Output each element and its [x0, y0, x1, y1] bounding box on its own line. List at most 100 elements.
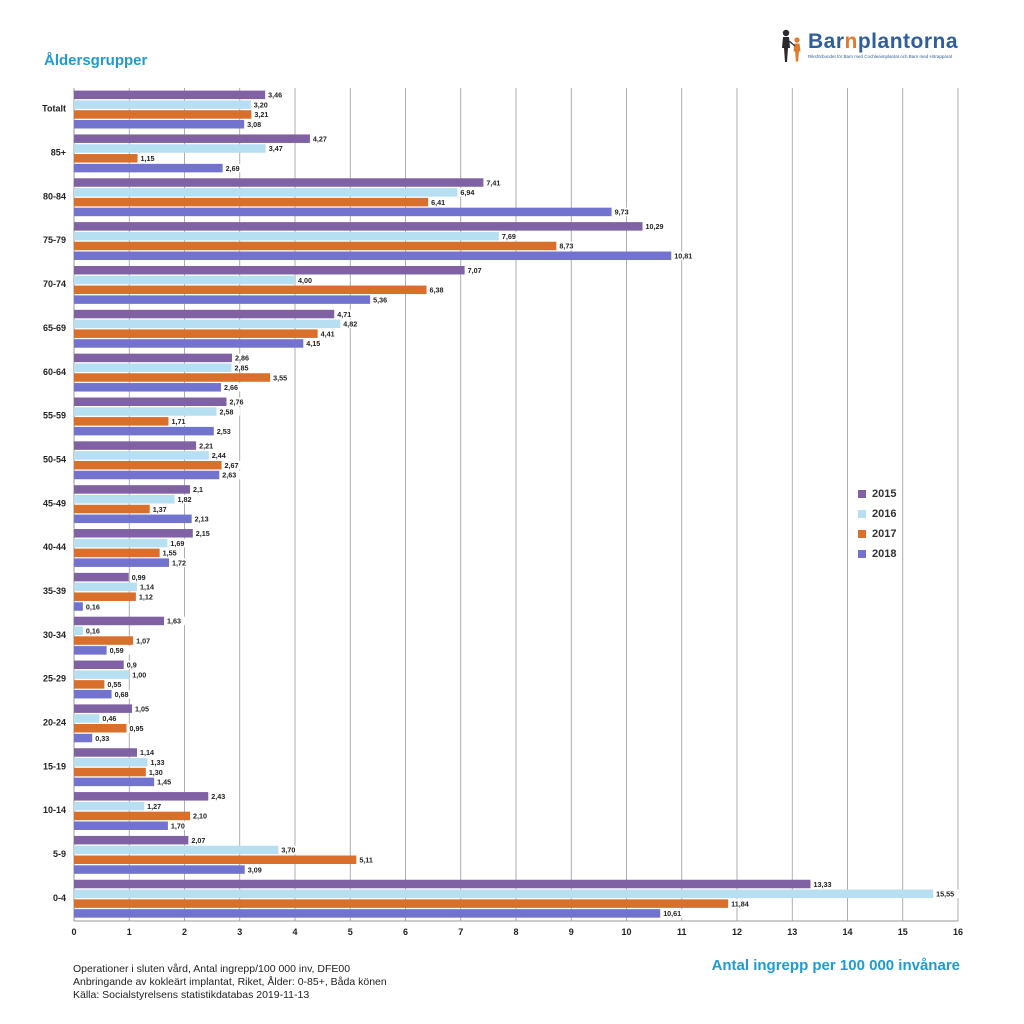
category-label: 35-39 — [43, 586, 66, 596]
data-label-bg — [193, 529, 217, 538]
data-label-bg — [934, 889, 962, 899]
category-label: 60-64 — [43, 367, 66, 377]
data-label-bg — [245, 865, 269, 874]
data-label: 0,55 — [107, 680, 121, 689]
category-label: 20-24 — [43, 717, 66, 727]
data-label-bg — [169, 417, 192, 426]
data-label: 1,45 — [157, 778, 171, 787]
bar — [74, 222, 643, 231]
data-label: 2,63 — [222, 471, 236, 480]
bar — [74, 602, 83, 611]
data-label: 3,09 — [248, 865, 262, 874]
data-label-bg — [133, 704, 156, 713]
data-label-bg — [93, 733, 116, 743]
data-label-bg — [223, 163, 247, 173]
bar — [74, 572, 129, 582]
data-label: 1,14 — [140, 748, 154, 757]
data-label: 10,61 — [663, 909, 681, 918]
bar — [74, 485, 191, 494]
data-label: 1,15 — [141, 154, 155, 163]
bar — [74, 295, 371, 304]
data-label-bg — [83, 602, 107, 611]
bar — [74, 494, 175, 504]
bar — [74, 275, 295, 285]
bar — [74, 899, 729, 908]
legend: 2015 2016 2017 2018 — [858, 484, 896, 564]
bar — [74, 792, 209, 801]
x-tick-label: 3 — [237, 927, 242, 937]
data-label: 6,41 — [431, 198, 445, 207]
data-label-bg — [191, 485, 209, 494]
data-label-bg — [557, 241, 580, 251]
x-tick-label: 15 — [898, 927, 908, 937]
bar — [74, 733, 93, 743]
data-label-bg — [220, 470, 243, 480]
bar — [74, 451, 209, 460]
data-label-bg — [138, 154, 161, 163]
data-label-bg — [124, 660, 143, 670]
data-label-bg — [643, 222, 671, 231]
data-label: 2,43 — [211, 792, 225, 801]
data-label-bg — [252, 110, 275, 119]
data-label-bg — [672, 251, 700, 261]
data-label-bg — [233, 353, 256, 363]
bar — [74, 373, 271, 382]
bar — [74, 821, 168, 830]
data-label-bg — [217, 407, 240, 416]
bar — [74, 548, 160, 558]
data-label-bg — [271, 373, 294, 382]
bar — [74, 241, 557, 251]
data-label: 1,63 — [167, 617, 181, 626]
data-label-bg — [130, 670, 153, 679]
family-icon — [782, 29, 801, 62]
data-label: 9,73 — [615, 208, 629, 217]
data-label-bg — [484, 178, 507, 187]
data-label: 0,46 — [102, 714, 116, 723]
x-tick-label: 13 — [787, 927, 797, 937]
data-label-bg — [83, 626, 107, 636]
data-label: 15,55 — [936, 890, 954, 899]
data-label-bg — [612, 207, 635, 217]
x-tick-label: 10 — [621, 927, 631, 937]
bar — [74, 909, 661, 918]
x-tick-label: 11 — [677, 927, 687, 937]
data-label-bg — [227, 397, 250, 406]
bar — [74, 441, 197, 450]
data-label: 2,66 — [224, 383, 238, 392]
data-label: 2,44 — [212, 451, 226, 460]
data-label-bg — [465, 265, 489, 275]
data-label: 1,71 — [171, 417, 185, 426]
bar — [74, 339, 304, 348]
data-label-bg — [112, 689, 135, 699]
bar — [74, 470, 220, 480]
legend-item: 2015 — [858, 484, 896, 504]
data-label: 2,58 — [220, 407, 234, 416]
data-label: 4,71 — [337, 310, 351, 319]
data-label: 5,36 — [373, 295, 387, 304]
bar — [74, 636, 134, 645]
data-label-bg — [357, 855, 380, 865]
data-label-bg — [335, 309, 358, 319]
chart-title: Åldersgrupper — [44, 52, 148, 69]
legend-swatch — [858, 510, 866, 518]
data-label: 2,13 — [195, 515, 209, 524]
category-label: 70-74 — [43, 279, 66, 289]
bar — [74, 265, 465, 275]
bar — [74, 90, 266, 100]
data-label-bg — [189, 835, 212, 845]
data-label-bg — [136, 592, 160, 601]
data-label: 11,84 — [731, 899, 749, 908]
data-label: 2,10 — [193, 812, 207, 821]
bar — [74, 383, 221, 392]
bar — [74, 889, 934, 899]
data-label: 0,9 — [127, 661, 137, 670]
bar — [74, 154, 138, 163]
data-label: 0,33 — [95, 734, 109, 743]
data-label: 0,59 — [110, 646, 124, 655]
data-label-bg — [165, 616, 188, 626]
bar — [74, 670, 130, 679]
data-label: 2,67 — [225, 461, 239, 470]
data-label: 2,15 — [196, 529, 210, 538]
bar — [74, 163, 223, 173]
data-label: 4,41 — [321, 329, 335, 338]
